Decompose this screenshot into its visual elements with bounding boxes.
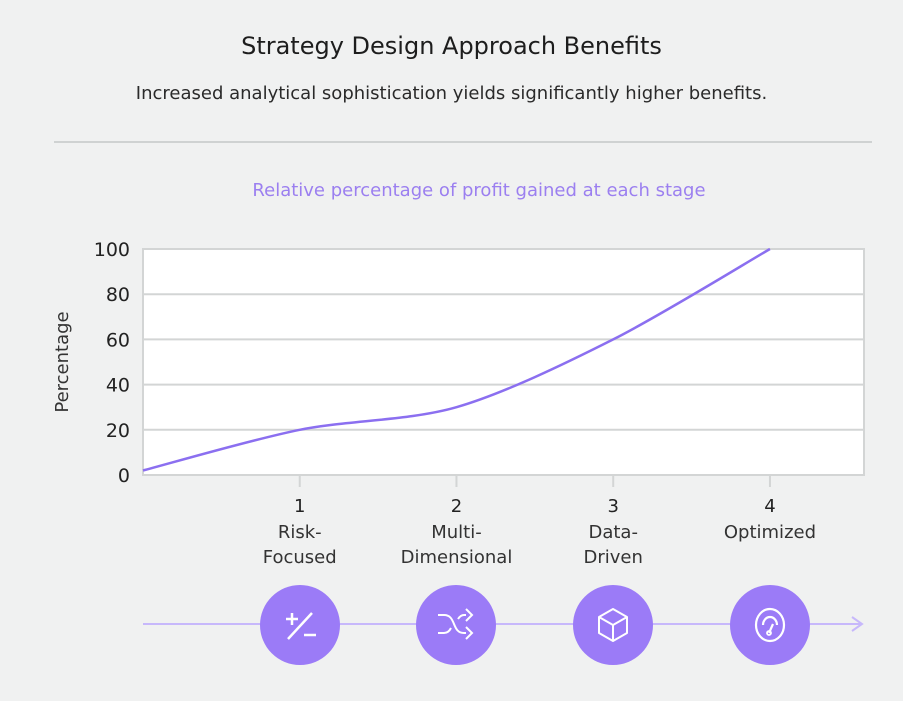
- category-label: Risk-: [278, 522, 322, 543]
- category-label: Data-: [588, 522, 637, 543]
- stage-icon-circle: [259, 585, 340, 665]
- timeline-arrow-icon: [851, 616, 864, 632]
- x-tick-label: 1: [294, 496, 305, 517]
- stage-icon-circle: [573, 585, 654, 665]
- x-tick-label: 2: [451, 496, 462, 517]
- x-tick-label: 3: [607, 496, 618, 517]
- y-axis-label: Percentage: [52, 311, 73, 412]
- cube-icon: [598, 608, 629, 642]
- y-tick-label: 40: [106, 375, 130, 397]
- y-tick-label: 80: [106, 284, 130, 306]
- category-label: Driven: [584, 547, 643, 568]
- category-label: Focused: [263, 547, 337, 568]
- divider: [54, 141, 872, 143]
- stage-icon-circle: [416, 585, 497, 665]
- category-label: Optimized: [724, 522, 816, 543]
- gauge-icon: [754, 607, 786, 643]
- y-tick-label: 0: [118, 465, 130, 487]
- y-tick-label: 60: [106, 329, 130, 351]
- x-tick-label: 4: [764, 496, 775, 517]
- stage-icon-circle: [729, 585, 810, 665]
- y-tick-label: 100: [94, 239, 130, 261]
- category-label: Multi-: [431, 522, 482, 543]
- shuffle-icon: [438, 608, 474, 640]
- chart-title: Relative percentage of profit gained at …: [252, 180, 706, 201]
- category-label: Dimensional: [401, 547, 513, 568]
- page-title: Strategy Design Approach Benefits: [241, 32, 662, 60]
- page-subtitle: Increased analytical sophistication yiel…: [135, 83, 768, 104]
- data-series-line: [142, 247, 771, 472]
- y-tick-label: 20: [106, 420, 130, 442]
- plus-minus-icon: [285, 612, 316, 640]
